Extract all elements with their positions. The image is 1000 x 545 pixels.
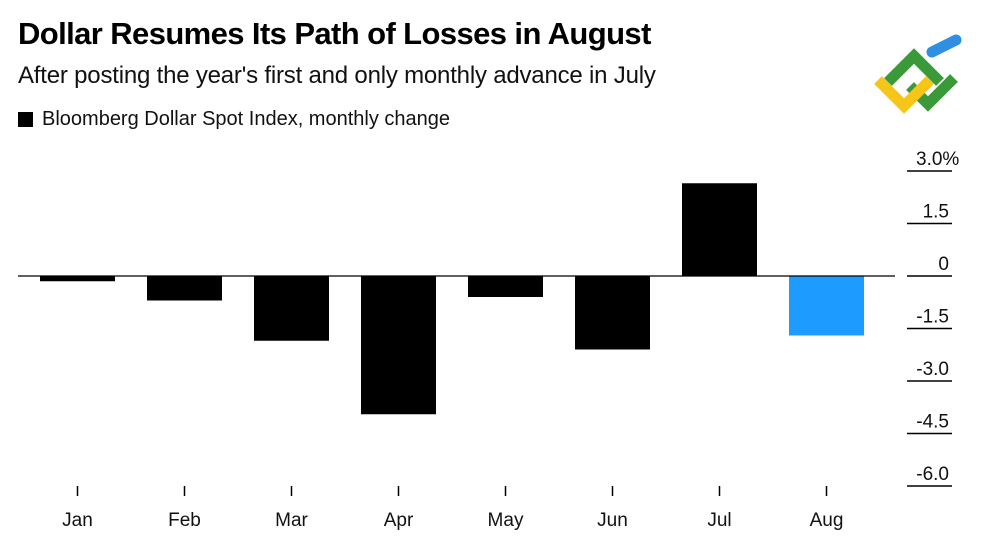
x-tick-label: Jul [707, 510, 731, 531]
bar-mar [254, 276, 329, 341]
x-tick-label: Jun [597, 510, 628, 531]
chart-title: Dollar Resumes Its Path of Losses in Aug… [18, 16, 651, 51]
y-axis: 3.0% 1.5 0 -1.5 -3.0 -4.5 -6.0 [907, 149, 959, 487]
bar-may [468, 276, 543, 297]
y-tick-label: -4.5 [916, 412, 949, 433]
x-axis: Jan Feb Mar Apr May Jun Jul Aug [62, 486, 843, 531]
x-tick-label: May [488, 510, 524, 531]
x-tick-label: Apr [384, 510, 414, 531]
y-tick-label: 3.0% [916, 149, 959, 170]
bars-group [40, 183, 864, 415]
bar-aug [789, 276, 864, 336]
legend-swatch [18, 112, 33, 127]
bar-jan [40, 276, 115, 282]
legend-label: Bloomberg Dollar Spot Index, monthly cha… [42, 108, 451, 130]
y-tick-label: 0 [938, 254, 949, 275]
y-tick-label: -6.0 [916, 464, 949, 485]
bar-jul [682, 183, 757, 276]
brand-logo-icon [874, 34, 962, 114]
bar-feb [147, 276, 222, 301]
x-tick-label: Aug [810, 510, 844, 531]
y-tick-label: -3.0 [916, 359, 949, 380]
y-tick-label: -1.5 [916, 307, 949, 328]
y-tick-label: 1.5 [923, 202, 949, 223]
x-tick-label: Feb [168, 510, 201, 531]
bar-jun [575, 276, 650, 350]
x-tick-label: Jan [62, 510, 93, 531]
chart-subtitle: After posting the year's first and only … [18, 62, 656, 89]
bar-apr [361, 276, 436, 415]
x-tick-label: Mar [275, 510, 308, 531]
legend: Bloomberg Dollar Spot Index, monthly cha… [18, 108, 450, 131]
